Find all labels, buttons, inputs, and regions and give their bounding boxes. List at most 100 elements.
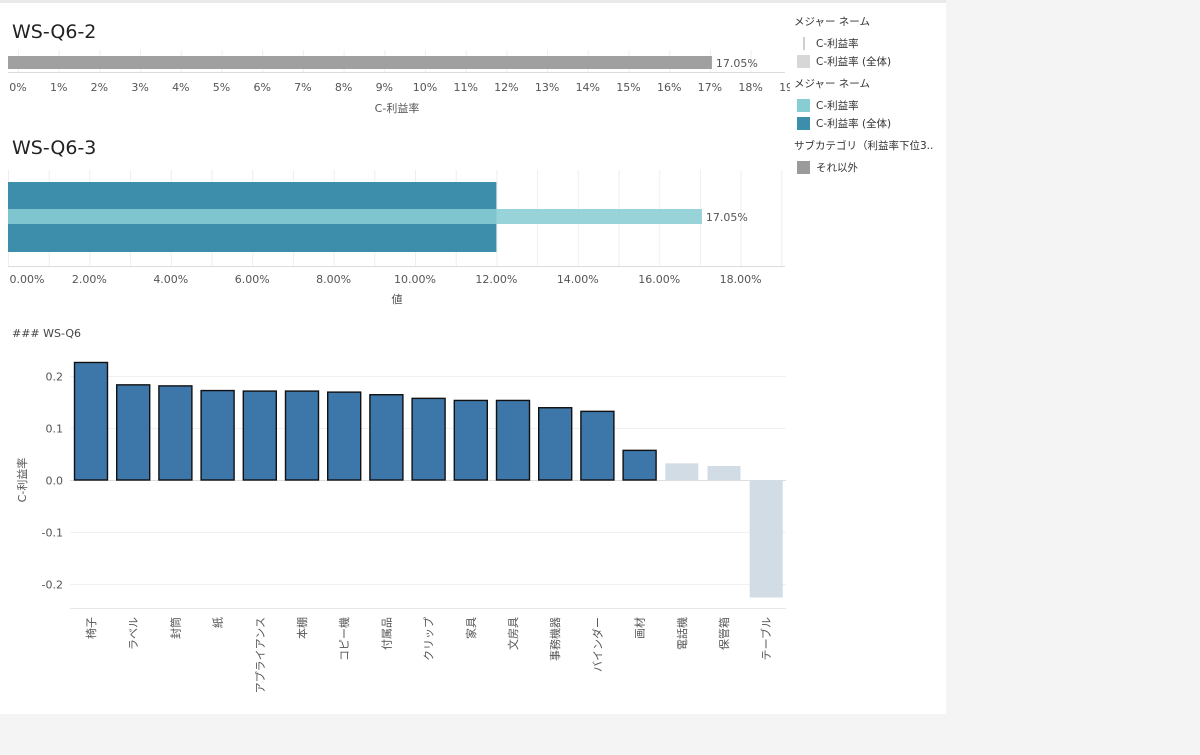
chart1-title: WS-Q6-2 (12, 21, 97, 43)
chart1-bar (8, 56, 712, 69)
chart2-x-axis-title: 値 (392, 293, 403, 306)
legend-1-item-0[interactable]: C-利益率 (797, 34, 891, 52)
chart1-x-tick-label: 12% (494, 81, 518, 94)
legend-swatch (797, 98, 810, 112)
chart1-x-tick-label: 8% (335, 81, 352, 94)
legend-2-item-1[interactable]: C-利益率 (全体) (797, 114, 891, 132)
legend-3-title: サブカテゴリ（利益率下位3.. (794, 140, 934, 152)
chart3-x-tick-label: 本棚 (295, 617, 309, 639)
chart3-bar (707, 465, 741, 480)
chart3-bar (73, 361, 109, 481)
chart3-bar (411, 397, 446, 481)
chart3-x-tick-label: 椅子 (84, 617, 98, 639)
chart3-bar (115, 384, 151, 481)
chart2-svg: 17.05% 0.00% 2.00% 4.00% 6.00% 8.00% 10.00% 12.… (8, 170, 785, 306)
legend-3: サブカテゴリ（利益率下位3.. それ以外 (794, 138, 933, 176)
chart3-y-tick-label: 0.0 (46, 475, 64, 488)
chart2-x-tick-label: 14.00% (557, 273, 599, 286)
dashboard-canvas: WS-Q6-2 0% 1% 2% 3% 4% 5% 6% 7% 8% 9% 10% 11% 12% 13%… (0, 0, 946, 714)
chart3-bar (284, 390, 320, 481)
chart3-x-tick-label: 画材 (633, 617, 647, 639)
chart2-x-tick-label: 4.00% (153, 273, 188, 286)
chart2-x-tick-label: 18.00% (720, 273, 762, 286)
chart1-x-tick-label: 2% (91, 81, 108, 94)
legend-label: C-利益率 (全体) (816, 117, 892, 130)
chart2-x-tick-label: 10.00% (394, 273, 436, 286)
chart2-x-tick-label: 6.00% (235, 273, 270, 286)
legend-swatch (797, 54, 810, 68)
chart1-data-label: 17.05% (716, 57, 758, 70)
chart3-x-tick-label: 家具 (464, 617, 478, 639)
chart3-bar (749, 480, 783, 598)
chart1-x-tick-label: 17% (698, 81, 722, 94)
legend-swatch (797, 116, 810, 130)
chart1-x-tick-label: 10% (413, 81, 437, 94)
chart3-y-axis-title: C-利益率 (15, 458, 29, 503)
legend-2-title: メジャー ネーム (794, 78, 870, 90)
chart3-bar (622, 449, 657, 481)
top-strip (0, 0, 946, 3)
chart3-x-tick-label: クリップ (423, 617, 436, 661)
chart3-x-tick-label: テーブル (759, 617, 773, 660)
chart1-x-tick-label: 13% (535, 81, 559, 94)
chart3-x-tick-label: コピー機 (337, 617, 351, 661)
legend-label: それ以外 (816, 161, 858, 174)
chart3-x-tick-label: 文房具 (506, 617, 520, 650)
chart3-bar (158, 385, 193, 481)
legend-swatch (803, 36, 805, 50)
chart3-y-tick-label: 0.2 (46, 371, 64, 384)
chart3-bar (453, 399, 488, 481)
chart3-x-tick-label: アプライアンス (254, 617, 267, 693)
chart1-x-tick-label: 9% (376, 81, 393, 94)
chart1-x-tick-label: 5% (213, 81, 230, 94)
chart3-x-tick-label: ラベル (127, 617, 140, 650)
chart1-x-tick-label: 19% (779, 81, 790, 94)
chart3-bar (369, 394, 404, 481)
chart3-y-tick-label: -0.1 (42, 527, 63, 540)
legend-label: C-利益率 (全体) (816, 55, 892, 68)
chart3-title: ### WS-Q6 (12, 327, 82, 340)
chart3-bar (242, 390, 278, 481)
chart1-x-tick-label: 14% (576, 81, 600, 94)
legend-2-item-0[interactable]: C-利益率 (797, 96, 891, 114)
chart1-x-tick-label: 1% (50, 81, 67, 94)
chart2-x-tick-label: 12.00% (475, 273, 517, 286)
chart2-x-tick-label: 8.00% (316, 273, 351, 286)
chart2-bar-rate (8, 209, 702, 224)
chart3-x-tick-label: 事務機器 (548, 617, 562, 661)
chart1-x-tick-label: 11% (453, 81, 477, 94)
chart1-x-tick-label: 18% (738, 81, 762, 94)
chart3-bar (200, 389, 235, 481)
chart3-x-tick-label: 電話機 (675, 617, 689, 650)
chart3-bar (495, 399, 531, 481)
chart3-y-tick-label: 0.1 (46, 423, 64, 436)
chart3-bar (580, 410, 615, 481)
chart1-x-tick-label: 4% (172, 81, 189, 94)
chart1-x-axis-title: C-利益率 (375, 101, 420, 115)
chart2-x-tick-label: 16.00% (638, 273, 680, 286)
chart3-bar (327, 391, 362, 481)
legend-1-title: メジャー ネーム (794, 16, 870, 28)
legend-swatch (797, 160, 810, 174)
chart3-x-tick-label: 保管箱 (717, 617, 731, 650)
chart3-y-tick-label: -0.2 (42, 579, 63, 592)
chart2-title: WS-Q6-3 (12, 137, 97, 159)
legend-label: C-利益率 (816, 37, 859, 50)
chart3-x-tick-label: 付属品 (380, 617, 393, 650)
chart2-x-tick-label: 0.00% (10, 273, 45, 286)
chart3-bar (538, 407, 573, 481)
chart1-svg: 0% 1% 2% 3% 4% 5% 6% 7% 8% 9% 10% 11% 12% 13% 14% 15% 16… (8, 50, 790, 115)
chart1-x-tick-label: 0% (9, 81, 26, 94)
legend-1-item-1[interactable]: C-利益率 (全体) (797, 52, 891, 70)
chart1-x-tick-label: 6% (253, 81, 270, 94)
chart3-x-tick-label: 紙 (211, 617, 225, 628)
chart3-bar (665, 463, 699, 480)
legend-3-item-0[interactable]: それ以外 (797, 158, 933, 176)
chart3-x-tick-label: バインダー (590, 617, 604, 672)
chart2-data-label: 17.05% (706, 211, 748, 224)
legend-1: メジャー ネーム C-利益率 C-利益率 (全体) (794, 14, 891, 70)
chart1-x-tick-label: 3% (131, 81, 148, 94)
chart2-x-tick-label: 2.00% (72, 273, 107, 286)
chart1-x-tick-label: 15% (616, 81, 640, 94)
